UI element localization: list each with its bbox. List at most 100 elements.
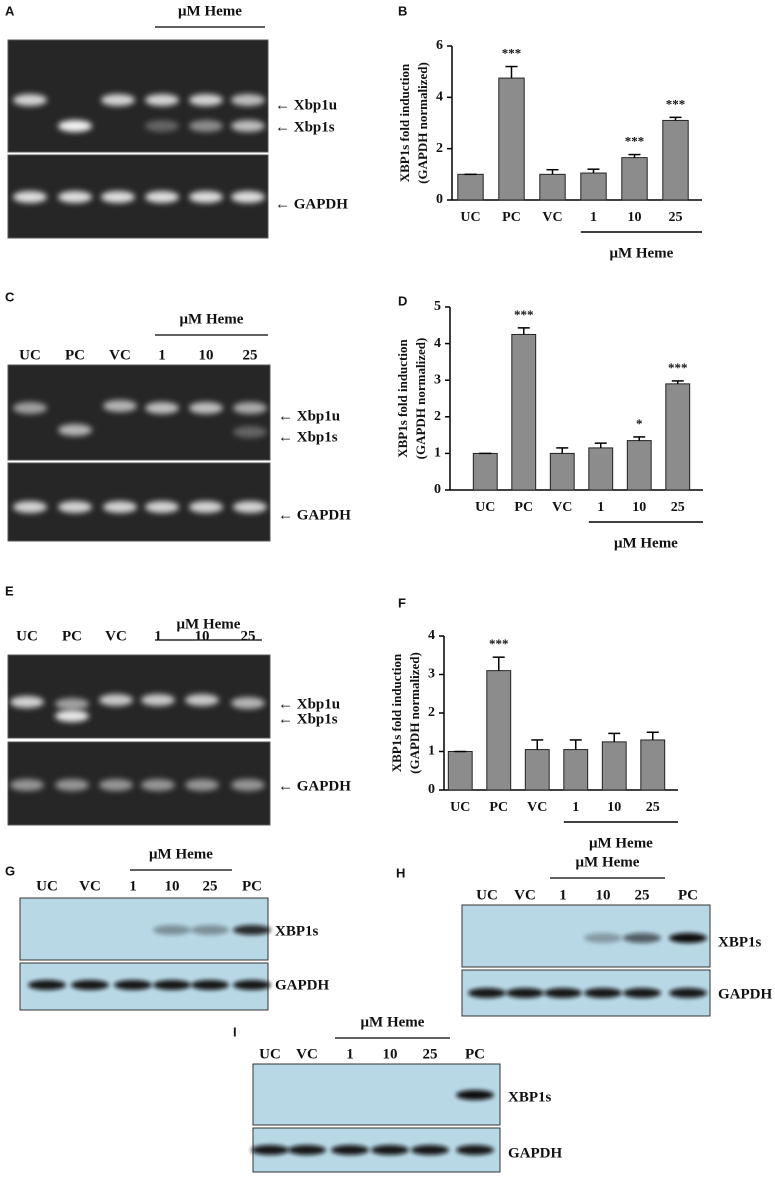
y-axis-label: (GAPDH normalized) bbox=[415, 62, 430, 184]
significance: *** bbox=[514, 307, 534, 322]
significance: *** bbox=[489, 636, 509, 651]
heme-label: μM Heme bbox=[361, 1014, 425, 1030]
significance: *** bbox=[625, 134, 645, 149]
x-tick-label: PC bbox=[514, 500, 533, 515]
bar bbox=[601, 741, 627, 791]
lane-label: 10 bbox=[165, 878, 180, 894]
x-tick-label: 1 bbox=[572, 800, 579, 815]
band bbox=[101, 94, 135, 106]
band bbox=[13, 94, 47, 106]
lane-label: 1 bbox=[154, 628, 162, 644]
band bbox=[623, 933, 661, 943]
band bbox=[331, 1145, 369, 1155]
band bbox=[584, 988, 622, 998]
band bbox=[185, 694, 219, 706]
lane-label: PC bbox=[62, 628, 82, 644]
x-tick-label: UC bbox=[475, 500, 495, 515]
bracket-label: μM Heme bbox=[614, 535, 678, 551]
band bbox=[231, 779, 265, 791]
y-tick-label: 2 bbox=[434, 409, 441, 424]
bar bbox=[511, 333, 537, 491]
bar bbox=[621, 157, 648, 201]
band bbox=[456, 1090, 494, 1100]
band bbox=[13, 191, 47, 203]
gel bbox=[7, 462, 271, 542]
band bbox=[233, 980, 271, 990]
band bbox=[189, 120, 223, 132]
x-tick-label: 25 bbox=[646, 800, 660, 815]
panel-label: F bbox=[398, 595, 406, 610]
panel-label: H bbox=[396, 865, 405, 880]
y-tick-label: 6 bbox=[436, 38, 443, 53]
lane-label: PC bbox=[465, 1046, 485, 1062]
band bbox=[191, 980, 229, 990]
band bbox=[55, 779, 89, 791]
heme-label: μM Heme bbox=[180, 311, 244, 327]
band bbox=[288, 1145, 326, 1155]
x-tick-label: VC bbox=[527, 800, 547, 815]
marker-label: ← Xbp1u bbox=[278, 408, 340, 424]
band bbox=[71, 980, 109, 990]
lane-label: 25 bbox=[635, 887, 650, 903]
marker-label: ← GAPDH bbox=[278, 507, 351, 523]
x-tick-label: PC bbox=[502, 210, 521, 225]
band bbox=[251, 1145, 289, 1155]
band bbox=[468, 988, 506, 998]
marker-label: ← GAPDH bbox=[275, 196, 348, 212]
lane-label: VC bbox=[105, 628, 127, 644]
marker-label: ← Xbp1u bbox=[275, 97, 337, 113]
band bbox=[55, 710, 89, 722]
x-tick-label: 10 bbox=[607, 800, 621, 815]
band bbox=[189, 501, 223, 513]
band bbox=[145, 402, 179, 414]
lane-label: 10 bbox=[199, 347, 214, 363]
band bbox=[28, 980, 66, 990]
x-tick-label: 25 bbox=[669, 210, 683, 225]
marker-label: ← Xbp1u bbox=[278, 696, 340, 712]
bar bbox=[665, 383, 691, 491]
band bbox=[13, 501, 47, 513]
blot bbox=[19, 897, 269, 961]
x-tick-label: 1 bbox=[590, 210, 597, 225]
band bbox=[231, 120, 265, 132]
x-tick-label: 10 bbox=[628, 210, 642, 225]
gel bbox=[7, 654, 271, 739]
band bbox=[10, 696, 44, 708]
bracket-label: μM Heme bbox=[609, 245, 673, 261]
bar bbox=[640, 739, 666, 791]
band bbox=[145, 501, 179, 513]
lane-label: 10 bbox=[596, 887, 611, 903]
y-tick-label: 4 bbox=[436, 90, 443, 105]
lane-label: 1 bbox=[559, 887, 567, 903]
band bbox=[10, 779, 44, 791]
lane-label: UC bbox=[16, 628, 38, 644]
bar bbox=[486, 670, 512, 791]
band bbox=[58, 120, 92, 132]
x-tick-label: UC bbox=[450, 800, 470, 815]
band bbox=[103, 501, 137, 513]
band bbox=[231, 191, 265, 203]
band bbox=[456, 1145, 494, 1155]
gel bbox=[7, 154, 269, 239]
band bbox=[233, 426, 267, 438]
marker-label: GAPDH bbox=[508, 1145, 562, 1161]
band bbox=[145, 94, 179, 106]
lane-label: UC bbox=[259, 1046, 281, 1062]
lane-label: 1 bbox=[158, 347, 166, 363]
band bbox=[145, 120, 179, 132]
panel-label: G bbox=[5, 863, 15, 878]
band bbox=[669, 933, 707, 943]
y-tick-label: 4 bbox=[434, 336, 441, 351]
marker-label: ← Xbp1s bbox=[278, 711, 338, 727]
gel bbox=[7, 39, 269, 153]
panel-label: A bbox=[5, 3, 15, 18]
band bbox=[153, 925, 191, 935]
gel bbox=[7, 741, 271, 826]
y-tick-label: 3 bbox=[434, 372, 441, 387]
significance: *** bbox=[668, 360, 688, 375]
bracket-label: μM Heme bbox=[589, 835, 653, 851]
bar bbox=[457, 173, 484, 201]
band bbox=[506, 988, 544, 998]
lane-label: 1 bbox=[129, 878, 137, 894]
x-tick-label: 25 bbox=[671, 500, 685, 515]
